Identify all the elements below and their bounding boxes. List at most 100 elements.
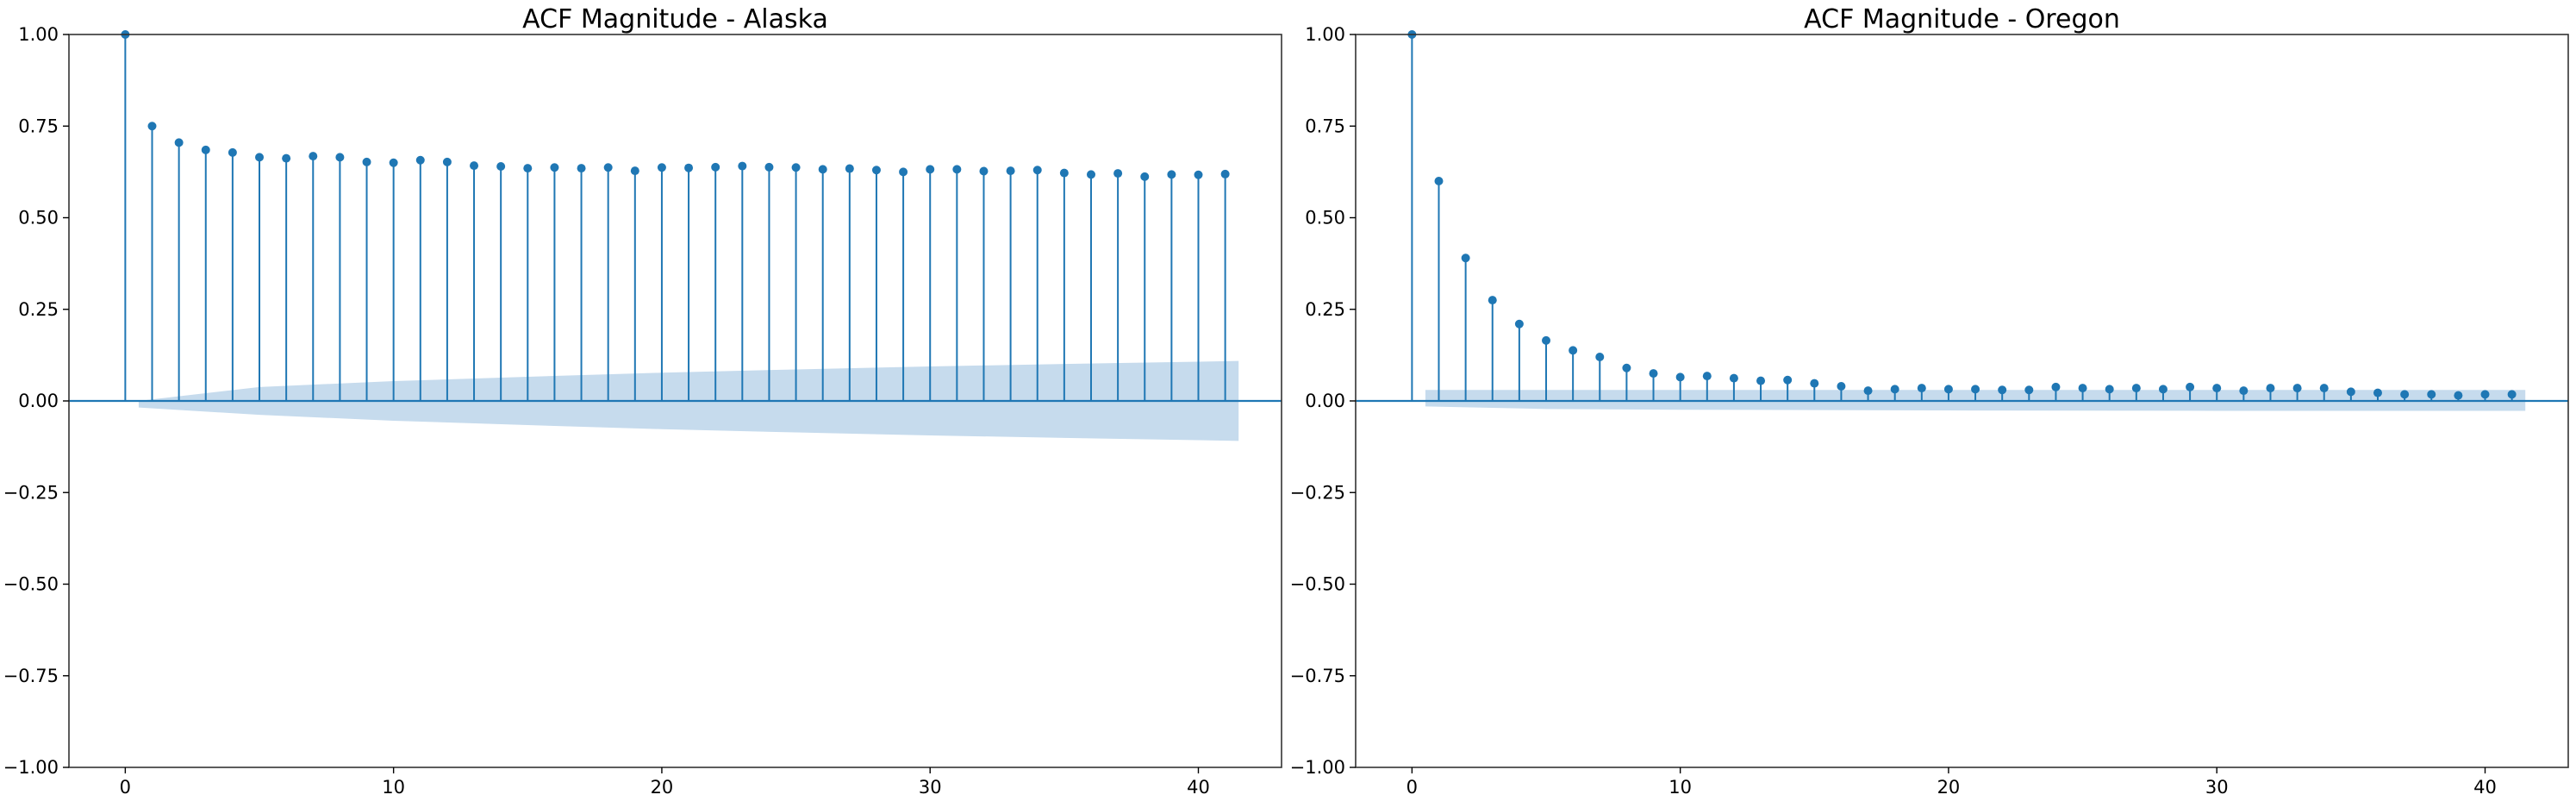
acf-point-alaska-lag-8 (335, 153, 345, 162)
acf-point-alaska-lag-35 (1059, 168, 1069, 178)
acf-point-alaska-lag-37 (1113, 169, 1123, 178)
acf-point-alaska-lag-31 (952, 165, 962, 174)
acf-point-alaska-lag-17 (577, 164, 586, 173)
acf-point-alaska-lag-9 (362, 157, 371, 166)
y-tick-label-alaska-7: 0.75 (18, 116, 59, 136)
acf-point-oregon-lag-16 (1837, 382, 1846, 391)
acf-point-alaska-lag-34 (1032, 166, 1042, 175)
x-tick-label-alaska-3: 30 (919, 777, 942, 798)
acf-point-alaska-lag-36 (1086, 170, 1095, 179)
x-tick-label-alaska-2: 20 (651, 777, 674, 798)
acf-point-alaska-lag-4 (228, 147, 237, 157)
acf-point-alaska-lag-24 (764, 162, 774, 172)
acf-point-oregon-lag-14 (1783, 375, 1793, 385)
y-tick-label-alaska-6: 0.50 (18, 208, 59, 228)
acf-point-alaska-lag-23 (738, 161, 747, 171)
acf-point-alaska-lag-21 (684, 163, 694, 172)
acf-point-alaska-lag-39 (1167, 170, 1176, 179)
acf-point-alaska-lag-29 (899, 167, 908, 177)
acf-point-oregon-lag-36 (2373, 388, 2382, 397)
y-tick-label-alaska-3: −0.25 (3, 482, 59, 503)
acf-point-oregon-lag-27 (2131, 384, 2141, 393)
acf-point-oregon-lag-26 (2105, 385, 2114, 394)
acf-point-oregon-lag-22 (1998, 385, 2007, 395)
acf-point-alaska-lag-6 (282, 153, 291, 163)
acf-point-oregon-lag-40 (2480, 390, 2490, 399)
acf-point-oregon-lag-33 (2292, 384, 2302, 393)
acf-point-alaska-lag-41 (1220, 169, 1230, 178)
y-tick-label-oregon-0: −1.00 (1290, 757, 1345, 778)
acf-point-oregon-lag-18 (1890, 385, 1899, 394)
acf-point-oregon-lag-21 (1971, 385, 1980, 394)
acf-point-oregon-lag-28 (2158, 385, 2167, 394)
acf-point-oregon-lag-30 (2212, 384, 2222, 393)
y-tick-label-oregon-8: 1.00 (1305, 24, 1345, 45)
acf-point-oregon-lag-15 (1810, 379, 1819, 388)
y-tick-label-alaska-8: 1.00 (18, 24, 59, 45)
acf-point-alaska-lag-32 (979, 166, 989, 176)
acf-panel-alaska: ACF Magnitude - Alaska −1.00 −0.75 −0.50 −0… (3, 4, 1282, 798)
acf-point-alaska-lag-14 (496, 162, 506, 171)
acf-point-oregon-lag-3 (1488, 296, 1497, 305)
acf-point-oregon-lag-1 (1434, 177, 1444, 185)
y-tick-label-oregon-2: −0.50 (1290, 574, 1345, 595)
acf-point-alaska-lag-2 (174, 138, 184, 147)
x-tick-label-oregon-2: 20 (1937, 777, 1961, 798)
acf-point-oregon-lag-25 (2078, 384, 2087, 393)
y-tick-label-alaska-1: −0.75 (3, 666, 59, 686)
acf-point-alaska-lag-30 (926, 165, 935, 174)
y-tick-label-oregon-6: 0.50 (1305, 208, 1345, 228)
acf-point-alaska-lag-27 (845, 164, 854, 173)
acf-point-oregon-lag-34 (2319, 384, 2329, 393)
acf-point-alaska-lag-10 (389, 158, 398, 167)
acf-point-oregon-lag-24 (2051, 382, 2061, 391)
acf-point-alaska-lag-16 (550, 163, 559, 172)
acf-point-oregon-lag-11 (1702, 372, 1712, 381)
acf-point-alaska-lag-38 (1140, 172, 1150, 181)
acf-point-alaska-lag-7 (309, 152, 318, 161)
y-tick-label-oregon-7: 0.75 (1305, 116, 1345, 136)
chart-title-oregon: ACF Magnitude - Oregon (1804, 4, 2120, 34)
y-tick-label-alaska-0: −1.00 (3, 757, 59, 778)
acf-point-alaska-lag-11 (415, 155, 425, 165)
acf-point-oregon-lag-10 (1675, 372, 1685, 382)
acf-point-oregon-lag-29 (2186, 382, 2195, 391)
acf-point-alaska-lag-1 (147, 122, 157, 131)
acf-point-alaska-lag-18 (603, 163, 613, 172)
acf-point-alaska-lag-13 (470, 161, 479, 171)
acf-point-alaska-lag-26 (818, 165, 827, 174)
acf-point-oregon-lag-17 (1863, 386, 1873, 396)
acf-point-alaska-lag-33 (1006, 166, 1015, 176)
acf-point-oregon-lag-6 (1569, 346, 1578, 355)
acf-point-oregon-lag-39 (2454, 391, 2463, 400)
acf-point-oregon-lag-41 (2507, 390, 2517, 399)
acf-point-oregon-lag-12 (1729, 373, 1738, 383)
acf-point-oregon-lag-4 (1514, 319, 1524, 329)
y-tick-label-alaska-2: −0.50 (3, 574, 59, 595)
acf-point-alaska-lag-19 (630, 166, 639, 176)
y-tick-label-oregon-1: −0.75 (1290, 666, 1345, 686)
acf-point-oregon-lag-8 (1622, 363, 1631, 372)
x-tick-label-alaska-4: 40 (1187, 777, 1210, 798)
x-tick-label-alaska-0: 0 (120, 777, 131, 798)
y-tick-label-oregon-3: −0.25 (1290, 482, 1345, 503)
chart-title-alaska: ACF Magnitude - Alaska (522, 4, 828, 34)
acf-point-oregon-lag-20 (1943, 385, 1953, 394)
x-tick-label-oregon-1: 10 (1668, 777, 1692, 798)
acf-point-alaska-lag-3 (201, 145, 210, 154)
acf-point-alaska-lag-22 (711, 162, 720, 172)
acf-point-oregon-lag-37 (2400, 390, 2410, 399)
acf-point-alaska-lag-15 (523, 164, 533, 173)
acf-point-oregon-lag-31 (2239, 386, 2249, 396)
acf-point-alaska-lag-20 (657, 163, 666, 172)
acf-point-oregon-lag-32 (2266, 384, 2275, 393)
acf-point-oregon-lag-38 (2427, 390, 2436, 399)
acf-point-alaska-lag-12 (442, 157, 452, 166)
x-tick-label-oregon-3: 30 (2205, 777, 2229, 798)
acf-point-oregon-lag-9 (1649, 369, 1658, 379)
acf-point-oregon-lag-7 (1595, 353, 1605, 361)
y-tick-label-oregon-5: 0.25 (1305, 299, 1345, 320)
acf-point-oregon-lag-5 (1542, 335, 1551, 345)
acf-point-alaska-lag-5 (255, 153, 265, 162)
